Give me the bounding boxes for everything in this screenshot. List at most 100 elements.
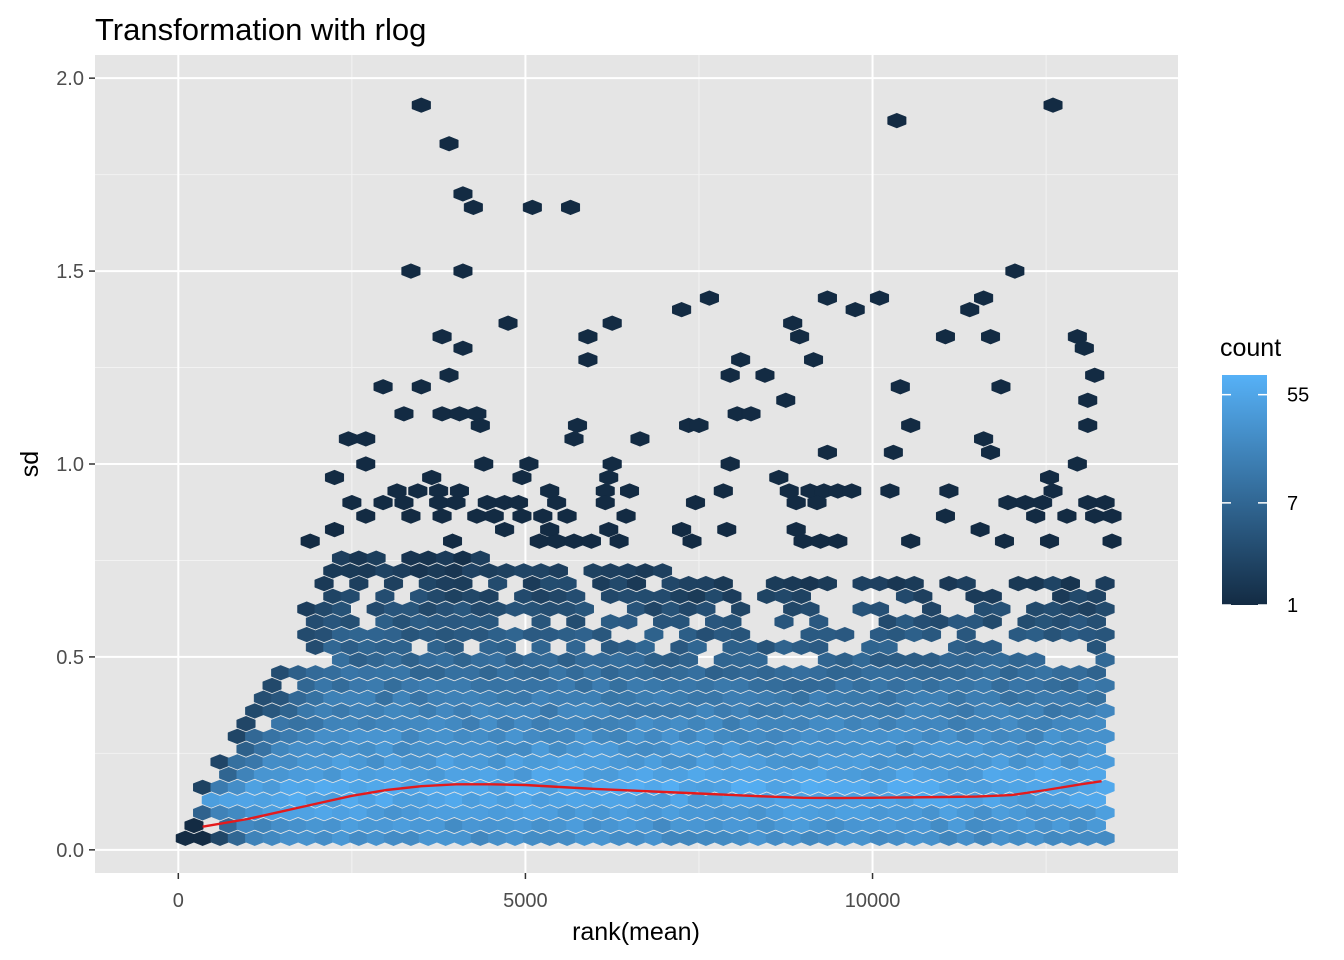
hex-bin [696,601,716,617]
hex-bin [548,563,568,579]
hex-bin [620,483,640,499]
hex-bin [720,367,740,383]
hex-bins [175,97,1122,846]
hex-bin [581,533,601,549]
hex-bin [722,614,742,630]
x-tick-label: 10000 [845,890,901,912]
hex-bin [974,431,994,447]
hex-bin [574,601,594,617]
hex-bin [602,315,622,331]
hex-bin [935,508,955,524]
hex-bin [1102,533,1122,549]
hex-bin [340,614,360,630]
hex-bin [956,626,976,643]
hex-bin [1102,508,1122,524]
hex-bin [817,575,837,592]
hex-bin [644,626,664,643]
hex-bin [804,352,824,368]
hex-bin [904,575,924,592]
y-axis-title: sd [16,451,44,477]
hex-bin [939,483,959,499]
hex-bin [453,575,473,592]
hex-bin [408,483,428,499]
hex-bin [324,469,345,486]
hex-bin [869,601,890,617]
hex-bin [1095,779,1115,795]
hex-bin [401,508,421,524]
hex-bin [635,639,655,655]
hex-bin [470,550,490,566]
hex-bin [479,614,499,630]
hex-bin [324,521,345,538]
hex-bin [356,508,376,524]
hex-bin [982,614,1002,630]
legend-color-bar [1222,375,1267,605]
hex-bin [672,521,692,538]
hex-bin [463,199,483,216]
hex-bin [1086,614,1106,630]
hex-bin [776,392,796,408]
hex-bin [1086,792,1106,808]
hex-bin [1026,508,1046,524]
hex-bin [1086,665,1106,681]
hex-bin [401,263,421,279]
hex-bin [883,444,903,461]
hex-bin [1086,639,1106,655]
hex-bin [982,639,1002,655]
hex-bin [366,550,386,566]
hex-bin [595,494,615,511]
hex-bin [498,315,518,331]
hex-bin [609,533,629,549]
hex-bin [564,431,584,447]
smooth-line [202,780,1102,828]
y-axis: 0.0 0.5 1.0 1.5 2.0 [56,68,95,862]
hex-bin [340,588,360,604]
hex-bin [809,639,829,655]
legend: count 55 7 1 [1220,334,1309,617]
hex-bin [484,508,504,524]
hex-bin [913,588,933,604]
hex-bin [356,456,376,472]
hex-bin [618,614,638,630]
hex-bin [748,652,768,668]
hex-bin [817,444,837,461]
y-tick-label: 0.5 [56,647,84,669]
hex-bin [800,601,820,617]
y-tick-label: 0.0 [56,840,84,862]
hex-bin [373,379,393,395]
hex-bin [687,639,707,655]
hex-bin [444,639,464,655]
x-axis: 0 5000 10000 [173,873,901,912]
legend-title: count [1220,334,1281,362]
hex-bin [300,533,320,549]
hex-bin [1095,703,1115,719]
hex-bin [991,601,1011,617]
x-tick-label: 5000 [503,890,548,912]
hex-bin [991,379,1011,395]
hex-bin [566,639,586,655]
hex-bin [720,456,740,472]
hex-bin [519,456,539,472]
hex-bin [828,533,848,549]
hex-bin [685,494,706,511]
hex-bin [809,614,829,630]
hex-bin [394,494,414,511]
hex-bin [432,508,452,524]
legend-break-label: 55 [1287,385,1309,407]
hex-bin [1095,754,1115,770]
hex-bin [717,521,737,538]
hex-bin [835,626,855,643]
hex-bin [791,588,811,604]
hex-bin [470,417,490,434]
hex-bin [630,431,650,447]
hex-bin [981,329,1001,345]
hex-bin [1095,652,1115,668]
hex-bin [1026,652,1046,668]
hex-bin [689,417,709,434]
hex-bin [1078,392,1098,408]
hex-bin [566,588,586,604]
hex-bin [411,97,431,113]
x-tick-label: 0 [173,890,184,912]
hex-bin [479,588,499,604]
hex-bin [331,601,351,617]
